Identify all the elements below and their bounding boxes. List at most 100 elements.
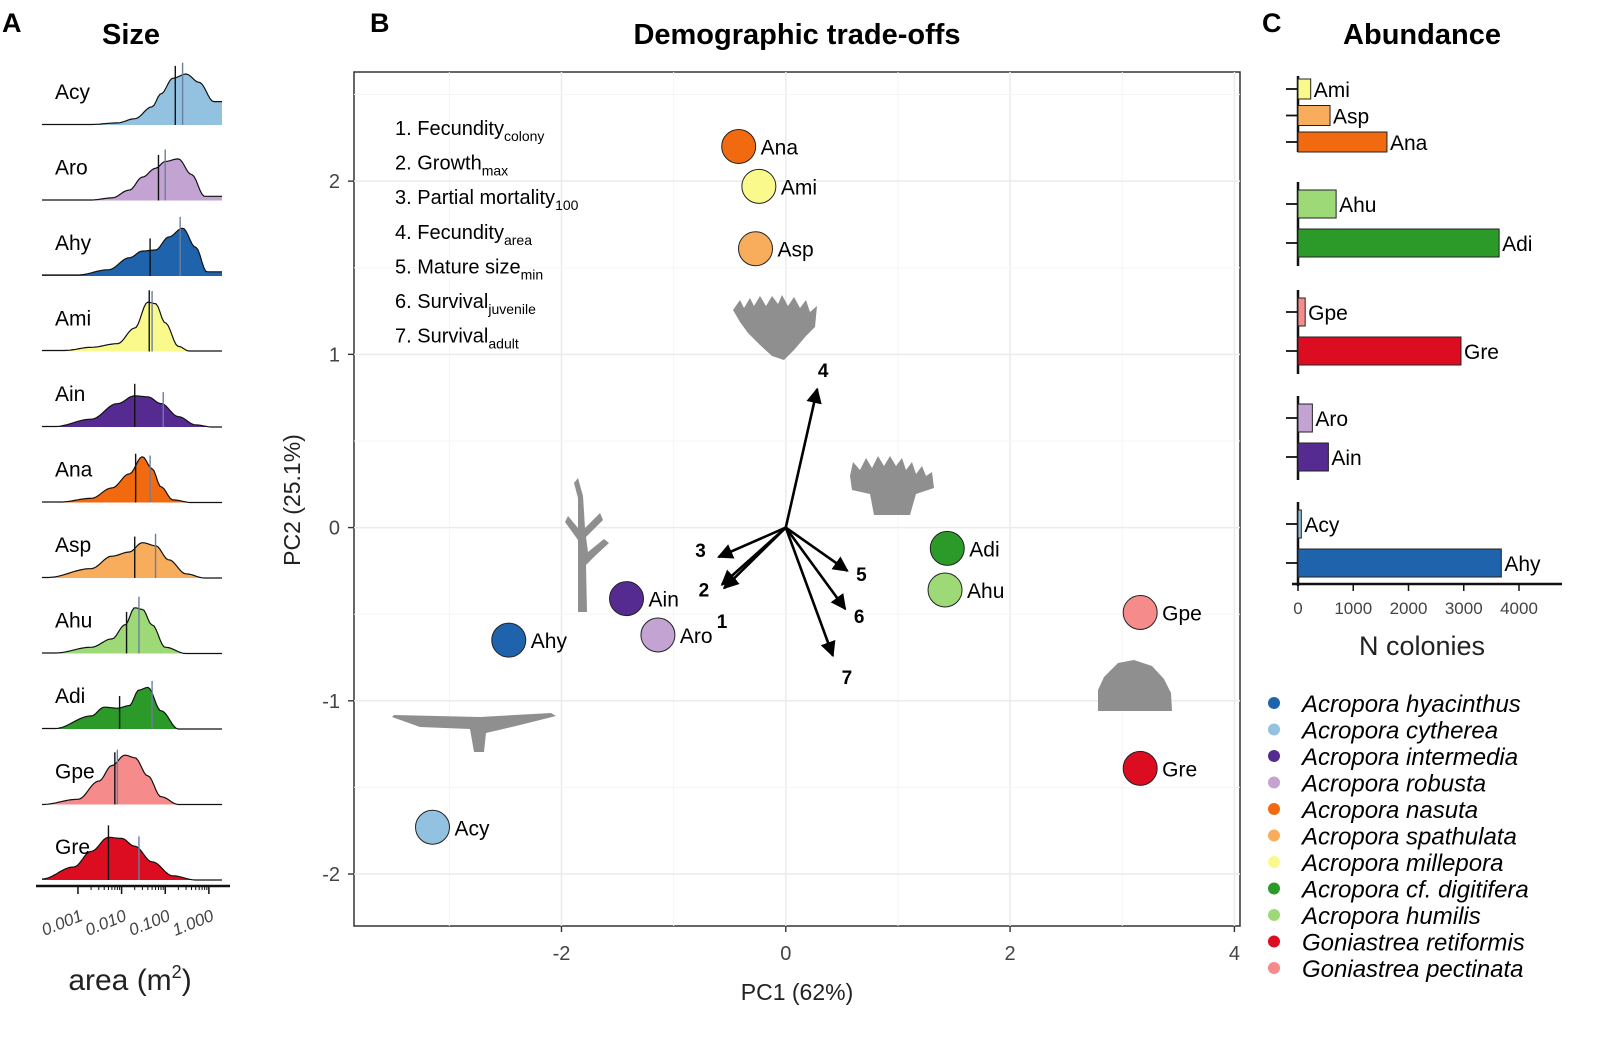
size-tick-label: 0.100: [126, 906, 173, 940]
variable-subscript: min: [521, 266, 544, 282]
abundance-bar-Ahy: [1297, 548, 1502, 578]
massive-coral-icon: [1098, 660, 1172, 711]
loading-label-5: 5: [856, 565, 867, 586]
size-tick-label: 1.000: [170, 906, 217, 940]
size-x-axis-title: area (m2): [68, 962, 191, 997]
abundance-label-Ami: Ami: [1314, 79, 1350, 102]
pca-x-tick-label: 4: [1229, 943, 1240, 965]
ridge-outline-Acy: [42, 73, 222, 126]
ridge-label-Adi: Adi: [55, 685, 85, 708]
pca-y-tick-label: 2: [329, 171, 340, 193]
variable-1: 1. Fecunditycolony: [395, 118, 544, 144]
ridge-fill-Ami: [42, 302, 222, 352]
pca-x-tick-label: 2: [1005, 943, 1016, 965]
ridge-outline-Gpe: [42, 754, 222, 806]
ridge-label-Ahy: Ahy: [55, 232, 92, 255]
ridge-fill-Ahu: [42, 607, 222, 654]
abundance-x-tick-label: 4000: [1500, 599, 1538, 618]
legend-label-Ahy: Acropora hyacinthus: [1300, 691, 1521, 718]
abundance-label-Ana: Ana: [1390, 132, 1428, 155]
ridge-outline-Ami: [42, 301, 222, 352]
variable-6: 6. Survivaljuvenile: [395, 291, 536, 317]
pca-point-Gpe: [1122, 594, 1158, 630]
legend-label-Ain: Acropora intermedia: [1300, 744, 1518, 771]
legend-swatch-Ahu: [1268, 909, 1280, 921]
loading-label-4: 4: [818, 361, 829, 382]
panel-a-title: Size: [102, 19, 160, 51]
variable-subscript: colony: [504, 128, 544, 144]
variable-2: 2. Growthmax: [395, 153, 508, 179]
ridge-fill-Ain: [42, 395, 222, 427]
variable-4: 4. Fecundityarea: [395, 222, 532, 248]
abundance-label-Ahy: Ahy: [1504, 553, 1541, 576]
size-tick-label: 0.001: [39, 906, 86, 940]
variable-subscript: adult: [488, 336, 518, 352]
abundance-bar-Acy: [1297, 509, 1302, 539]
size-tick-label: 0.010: [83, 906, 130, 940]
abundance-label-Ahu: Ahu: [1339, 194, 1376, 217]
pca-point-label-Gpe: Gpe: [1162, 602, 1202, 625]
ridge-outline-Gre: [41, 836, 222, 881]
loading-arrow-3: [717, 526, 787, 559]
ridge-label-Ami: Ami: [55, 308, 91, 331]
ridge-fill-Ahy: [42, 228, 222, 276]
ridge-fill-Acy: [42, 74, 222, 125]
legend-swatch-Gre: [1268, 935, 1280, 948]
loading-arrow-4: [784, 387, 822, 528]
ridge-outline-Ahu: [42, 607, 222, 655]
loading-arrow-2: [720, 526, 787, 586]
pca-point-label-Acy: Acy: [455, 817, 491, 840]
panel-a-letter: A: [2, 8, 22, 38]
pca-point-Ana: [721, 128, 757, 164]
tabular-coral-icon: [392, 713, 556, 752]
ridge-outline-Adi: [42, 686, 222, 730]
legend-swatch-Ana: [1268, 803, 1280, 815]
pca-y-tick-label: -2: [322, 864, 340, 886]
pca-point-Aro: [640, 617, 676, 653]
abundance-x-tick-label: 3000: [1445, 599, 1483, 618]
abundance-label-Gre: Gre: [1464, 341, 1499, 364]
legend-label-Gpe: Goniastrea pectinata: [1302, 956, 1523, 983]
ridge-label-Acy: Acy: [55, 81, 91, 104]
ridge-fill-Aro: [42, 158, 222, 201]
abundance-bar-Asp: [1297, 105, 1331, 126]
pca-y-tick-label: 1: [329, 344, 340, 366]
pca-point-label-Adi: Adi: [969, 538, 999, 561]
pca-point-label-Asp: Asp: [778, 239, 814, 262]
ridge-outline-Ana: [42, 456, 222, 504]
ridge-label-Ahu: Ahu: [55, 610, 92, 633]
ridge-fill-Adi: [42, 687, 222, 729]
ridge-label-Aro: Aro: [55, 157, 88, 180]
ridge-outline-Asp: [42, 542, 222, 579]
panel-b-title: Demographic trade-offs: [633, 19, 960, 51]
pca-point-label-Aro: Aro: [680, 625, 713, 648]
pca-x-tick-label: 0: [780, 943, 791, 965]
ridge-label-Gre: Gre: [55, 836, 90, 859]
pca-point-Asp: [738, 231, 774, 267]
abundance-x-tick-label: 0: [1293, 599, 1302, 618]
pca-point-Gre: [1122, 750, 1158, 786]
pca-point-Acy: [415, 809, 451, 845]
legend-label-Acy: Acropora cytherea: [1300, 718, 1498, 745]
ridge-outline-Ain: [42, 395, 222, 428]
abundance-bar-Adi: [1297, 228, 1500, 258]
variable-name: 5. Mature size: [395, 256, 521, 278]
abundance-x-tick-label: 1000: [1334, 599, 1372, 618]
legend-label-Ana: Acropora nasuta: [1300, 797, 1478, 824]
panel-c-title: Abundance: [1343, 19, 1501, 51]
ridge-label-Ana: Ana: [55, 459, 93, 482]
abundance-bar-Ami: [1297, 78, 1312, 100]
loading-label-7: 7: [842, 668, 853, 689]
pca-point-label-Ahu: Ahu: [967, 580, 1004, 603]
variable-subscript: juvenile: [487, 301, 536, 317]
pca-point-label-Gre: Gre: [1162, 758, 1197, 781]
abundance-bar-Gpe: [1297, 297, 1306, 327]
pca-point-Ahu: [927, 572, 963, 608]
abundance-bar-Ahu: [1297, 189, 1337, 219]
variable-name: 1. Fecundity: [395, 118, 504, 140]
abundance-x-tick-label: 2000: [1390, 599, 1428, 618]
loading-label-3: 3: [695, 541, 706, 562]
pca-point-Ain: [609, 581, 645, 617]
size-ridges: Acy Aro Ahy Ami Ain Ana Asp Ahu Adi Gpe Gre: [41, 62, 222, 881]
